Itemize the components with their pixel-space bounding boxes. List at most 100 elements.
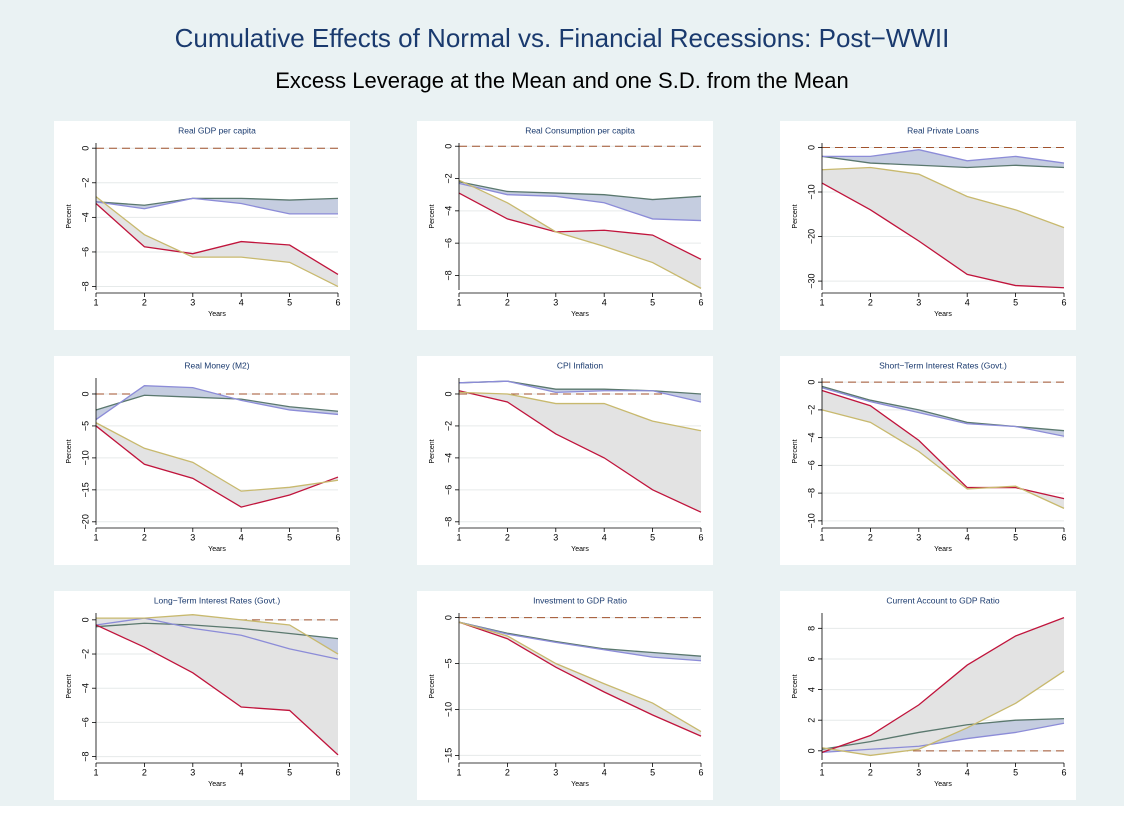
x-tick-label: 3 xyxy=(916,532,921,542)
x-tick-label: 2 xyxy=(505,767,510,777)
y-tick-label: 0 xyxy=(80,617,90,622)
x-tick-label: 5 xyxy=(1013,767,1018,777)
series-line xyxy=(821,722,1065,753)
series-line xyxy=(821,155,1065,169)
band xyxy=(459,622,701,661)
y-axis-label: Percent xyxy=(429,674,436,698)
series-line xyxy=(458,182,702,222)
x-tick-label: 4 xyxy=(965,767,970,777)
y-tick-label: 0 xyxy=(806,748,816,753)
series-line xyxy=(458,181,702,201)
y-axis-label: Percent xyxy=(792,204,799,228)
x-tick-label: 1 xyxy=(93,767,98,777)
band xyxy=(96,196,338,287)
x-axis-label: Years xyxy=(934,781,952,788)
band xyxy=(822,617,1064,756)
y-tick-label: −5 xyxy=(80,421,90,431)
x-tick-label: 4 xyxy=(239,297,244,307)
y-tick-label: 0 xyxy=(443,391,453,396)
x-tick-label: 4 xyxy=(239,767,244,777)
y-tick-label: 8 xyxy=(806,626,816,631)
y-tick-label: −6 xyxy=(80,717,90,727)
x-tick-label: 1 xyxy=(93,297,98,307)
x-tick-label: 4 xyxy=(602,532,607,542)
x-tick-label: 3 xyxy=(916,297,921,307)
series-line xyxy=(458,390,702,513)
series-line xyxy=(821,409,1065,509)
y-tick-label: 0 xyxy=(80,391,90,396)
x-tick-label: 3 xyxy=(190,532,195,542)
series-line xyxy=(95,425,339,508)
panel-background xyxy=(54,121,350,330)
x-tick-label: 6 xyxy=(335,297,340,307)
y-tick-label: −2 xyxy=(443,421,453,431)
series-line xyxy=(821,616,1065,753)
y-tick-label: −4 xyxy=(806,432,816,442)
x-tick-label: 2 xyxy=(142,297,147,307)
x-tick-label: 4 xyxy=(602,297,607,307)
x-tick-label: 5 xyxy=(1013,532,1018,542)
series-line xyxy=(96,614,339,655)
x-tick-label: 4 xyxy=(602,767,607,777)
panel-title: Short−Term Interest Rates (Govt.) xyxy=(879,360,1007,370)
series-line xyxy=(822,149,1065,164)
y-tick-label: −4 xyxy=(443,453,453,463)
x-tick-label: 6 xyxy=(335,532,340,542)
y-tick-label: −30 xyxy=(806,273,816,288)
panel-background xyxy=(417,591,713,800)
x-axis-label: Years xyxy=(571,781,589,788)
x-axis-label: Years xyxy=(208,781,226,788)
y-tick-label: −2 xyxy=(80,649,90,659)
y-tick-label: −15 xyxy=(443,748,453,763)
y-tick-label: −8 xyxy=(443,517,453,527)
x-tick-label: 6 xyxy=(1061,767,1066,777)
panel-title: Real Consumption per capita xyxy=(525,125,635,135)
series-line xyxy=(458,621,702,737)
y-axis-label: Percent xyxy=(66,439,73,463)
y-axis-label: Percent xyxy=(792,674,799,698)
series-line xyxy=(458,179,702,289)
band xyxy=(822,390,1064,509)
y-axis-label: Percent xyxy=(66,674,73,698)
x-tick-label: 1 xyxy=(819,767,824,777)
y-axis-label: Percent xyxy=(429,439,436,463)
y-tick-label: −20 xyxy=(806,229,816,244)
y-tick-label: −4 xyxy=(80,683,90,693)
band xyxy=(459,181,701,221)
x-tick-label: 4 xyxy=(239,532,244,542)
panel-title: Investment to GDP Ratio xyxy=(533,595,627,605)
x-tick-label: 5 xyxy=(650,532,655,542)
y-tick-label: 4 xyxy=(806,687,816,692)
y-tick-label: 0 xyxy=(806,145,816,150)
y-tick-label: −10 xyxy=(806,184,816,199)
x-tick-label: 3 xyxy=(553,532,558,542)
x-axis-label: Years xyxy=(571,546,589,553)
x-tick-label: 5 xyxy=(1013,297,1018,307)
series-line xyxy=(95,196,339,288)
x-tick-label: 6 xyxy=(335,767,340,777)
y-tick-label: −10 xyxy=(80,450,90,465)
panel-background xyxy=(417,121,713,330)
y-tick-label: 0 xyxy=(443,144,453,149)
x-tick-label: 3 xyxy=(190,767,195,777)
x-tick-label: 3 xyxy=(553,767,558,777)
band xyxy=(459,180,701,289)
x-axis-label: Years xyxy=(934,311,952,318)
figure-subtitle: Excess Leverage at the Mean and one S.D.… xyxy=(275,68,849,93)
y-tick-label: 6 xyxy=(806,656,816,661)
series-line xyxy=(458,391,702,432)
y-tick-label: −8 xyxy=(806,488,816,498)
figure-title: Cumulative Effects of Normal vs. Financi… xyxy=(175,23,950,53)
x-tick-label: 5 xyxy=(287,532,292,542)
series-line xyxy=(458,621,702,662)
y-tick-label: −6 xyxy=(443,485,453,495)
panel-title: Real Money (M2) xyxy=(184,360,249,370)
series-line xyxy=(95,622,339,640)
series-line xyxy=(95,385,339,421)
x-axis-label: Years xyxy=(934,546,952,553)
band xyxy=(96,422,338,508)
x-tick-label: 6 xyxy=(698,297,703,307)
x-tick-label: 1 xyxy=(456,767,461,777)
y-tick-label: −20 xyxy=(80,514,90,529)
